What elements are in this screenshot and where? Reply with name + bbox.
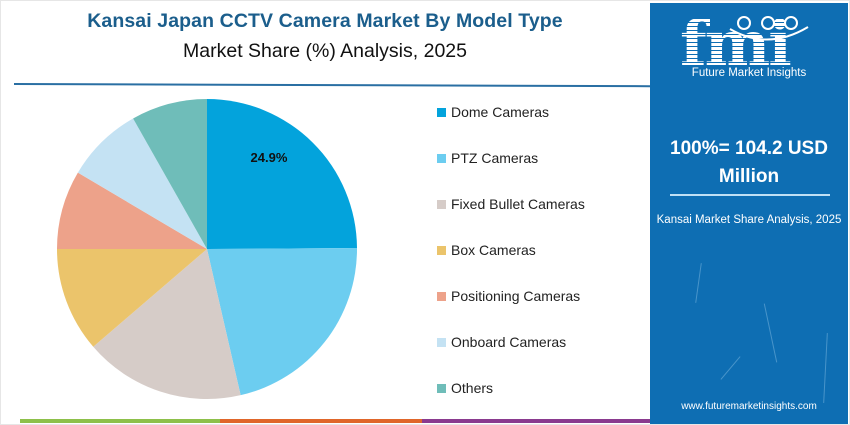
legend-item-box: Box Cameras	[437, 242, 536, 258]
legend-item-others: Others	[437, 380, 493, 396]
legend-swatch-onboard	[437, 337, 446, 347]
legend-swatch-dome	[437, 107, 446, 117]
legend-swatch-positioning	[437, 291, 446, 301]
slice-label-dome: 24.9%	[250, 150, 288, 166]
legend-swatch-ptz	[437, 153, 446, 163]
bottom-bar-green	[20, 419, 220, 423]
market-total: 100%= 104.2 USD Million	[650, 135, 848, 191]
pie-slice-fixed-bullet	[93, 249, 241, 399]
pie-slice-positioning	[57, 172, 207, 249]
legend-item-onboard: Onboard Cameras	[437, 334, 566, 350]
legend-swatch-fixed-bullet	[437, 199, 446, 209]
side-panel-divider	[670, 194, 830, 196]
chart-subtitle: Market Share (%) Analysis, 2025	[183, 40, 467, 62]
legend-item-positioning: Positioning Cameras	[437, 288, 580, 304]
legend-swatch-box	[437, 245, 446, 255]
pie-chart: 24.9%	[56, 98, 358, 400]
pie-slice-dome	[207, 99, 357, 249]
pie-slice-others	[133, 99, 207, 249]
bottom-bar-purple	[422, 419, 650, 423]
chart-title: Kansai Japan CCTV Camera Market By Model…	[87, 10, 563, 32]
legend-item-ptz: PTZ Cameras	[437, 150, 538, 166]
legend-label: Onboard Cameras	[451, 334, 567, 350]
legend-label: Fixed Bullet Cameras	[451, 196, 585, 212]
bottom-bar-orange	[220, 419, 422, 423]
market-total-line2: Million	[718, 166, 780, 187]
legend-label: Box Cameras	[451, 242, 536, 258]
legend-label: Others	[451, 380, 494, 396]
legend-label: Positioning Cameras	[451, 288, 581, 304]
pie-svg	[57, 99, 357, 399]
side-panel-caption: Kansai Market Share Analysis, 2025	[656, 214, 842, 226]
pie-slice-onboard	[77, 118, 207, 249]
logo-subtitle: Future Market Insights	[691, 67, 807, 79]
legend-label: PTZ Cameras	[451, 150, 539, 166]
website-link[interactable]: www.futuremarketinsights.com	[681, 401, 817, 412]
fmi-logo-icon: fmi	[680, 11, 809, 71]
legend-item-fixed-bullet: Fixed Bullet Cameras	[437, 196, 585, 212]
legend-swatch-others	[437, 383, 446, 393]
legend-item-dome: Dome Cameras	[437, 104, 549, 120]
pie-slice-box	[57, 249, 207, 347]
svg-text:fmi: fmi	[680, 11, 791, 71]
pie-slice-ptz	[207, 248, 357, 396]
side-panel: fmi Future Market Insights 100%= 104.2 U…	[650, 3, 848, 424]
market-total-line1: 100%= 104.2 USD	[670, 138, 828, 159]
legend-label: Dome Cameras	[451, 104, 550, 120]
